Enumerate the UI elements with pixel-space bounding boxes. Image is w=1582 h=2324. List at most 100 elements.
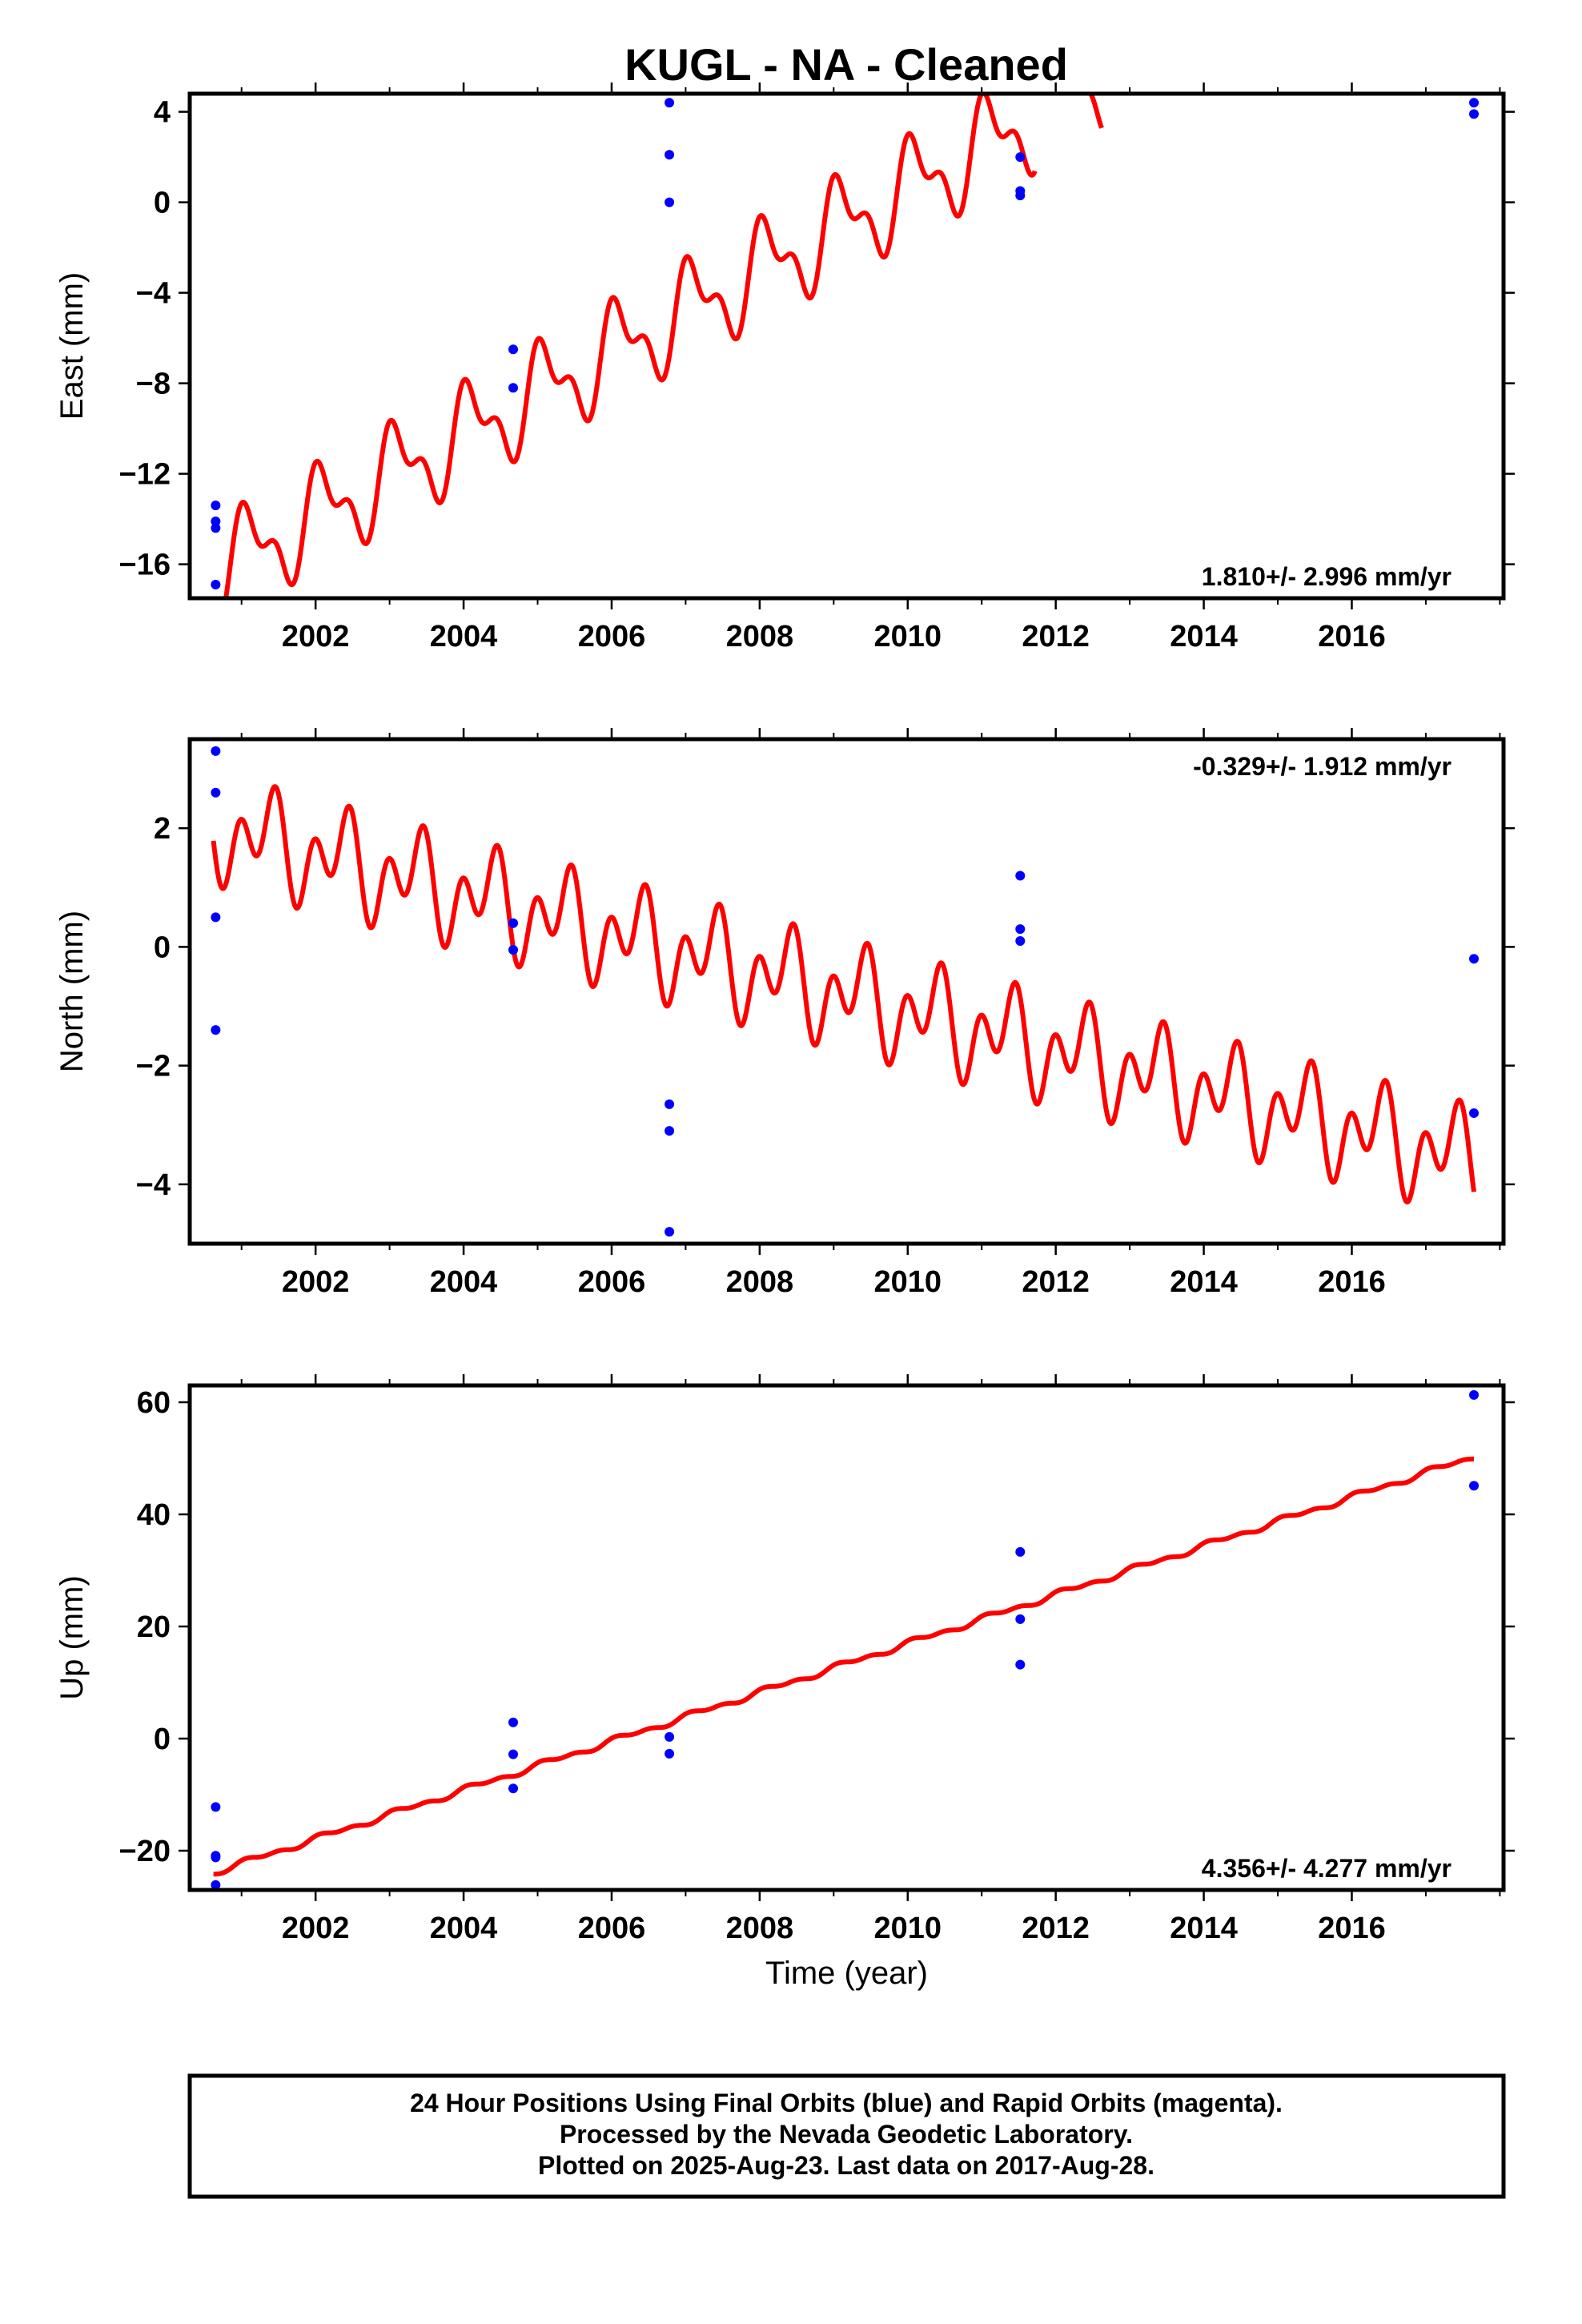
north-xtick-label: 2004: [430, 1265, 498, 1299]
up-data-point: [211, 1852, 221, 1863]
north-data-point: [665, 1227, 675, 1237]
north-ytick-label: −2: [136, 1050, 171, 1084]
north-ytick-label: −4: [136, 1168, 171, 1202]
up-xtick-label: 2004: [430, 1912, 498, 1945]
east-data-point: [665, 150, 675, 160]
north-ylabel: North (mm): [54, 911, 90, 1072]
north-data-point: [211, 912, 221, 923]
footer-frame: [187, 2073, 1506, 2199]
footer-line-1: 24 Hour Positions Using Final Orbits (bl…: [410, 2089, 1283, 2117]
east-data-point: [211, 501, 221, 511]
east-frame: [187, 91, 1506, 601]
footer-box: 24 Hour Positions Using Final Orbits (bl…: [187, 2073, 1506, 2199]
north-data-point: [211, 746, 221, 756]
east-ytick-label: −8: [136, 368, 171, 401]
up-xtick-label: 2016: [1318, 1912, 1386, 1945]
east-data-point: [1469, 109, 1480, 119]
up-ytick-label: 40: [137, 1498, 171, 1532]
up-xtick-label: 2008: [726, 1912, 794, 1945]
north-xtick-label: 2012: [1022, 1265, 1090, 1299]
up-ylabel: Up (mm): [54, 1575, 90, 1700]
east-ytick-label: 0: [154, 187, 171, 220]
up-rate-annotation: 4.356+/- 4.277 mm/yr: [1202, 1854, 1452, 1883]
up-model-curve: [211, 1456, 1476, 1877]
north-data-point: [665, 1126, 675, 1136]
up-data-point: [508, 1717, 519, 1727]
up-data-point: [665, 1731, 675, 1742]
east-rate-annotation: 1.810+/- 2.996 mm/yr: [1202, 562, 1452, 591]
north-model-curve: [211, 784, 1476, 1204]
up-xtick-label: 2012: [1022, 1912, 1090, 1945]
footer-line-2: Processed by the Nevada Geodetic Laborat…: [560, 2120, 1133, 2149]
north-data-point: [1469, 1108, 1480, 1118]
up-data-point: [665, 1748, 675, 1759]
up-ytick-label: 0: [154, 1723, 171, 1756]
north-xtick-label: 2010: [873, 1265, 942, 1299]
north-frame: [187, 737, 1506, 1246]
up-data-point: [1469, 1481, 1480, 1491]
north-data-point: [1015, 870, 1026, 881]
up-data-point: [1015, 1659, 1026, 1670]
north-xtick-label: 2006: [578, 1265, 646, 1299]
north-data-point: [665, 1099, 675, 1109]
up-xtick-label: 2014: [1170, 1912, 1238, 1945]
north-data-point: [508, 918, 519, 928]
east-xtick-label: 2016: [1318, 620, 1386, 653]
north-data-point: [211, 787, 221, 798]
east-data-point: [1015, 191, 1026, 201]
up-xtick-label: 2002: [282, 1912, 350, 1945]
up-data-point: [508, 1749, 519, 1759]
north-data-point: [1015, 924, 1026, 935]
east-xtick-label: 2014: [1170, 620, 1238, 653]
east-ytick-label: 4: [154, 96, 171, 130]
east-data-point: [211, 516, 221, 526]
up-data-point: [1015, 1614, 1026, 1624]
up-data-point: [211, 1880, 221, 1890]
up-data-point: [1015, 1546, 1026, 1557]
footer-line-3: Plotted on 2025-Aug-23. Last data on 201…: [538, 2151, 1154, 2180]
east-xtick-label: 2006: [578, 620, 646, 653]
up-panel: 2002 2004 2006 2008 2010 2012 2014 2016 −20 0 20 40…: [54, 1374, 1515, 1991]
up-ytick-label: 20: [137, 1610, 171, 1644]
north-data-point: [211, 1025, 221, 1035]
east-data-point: [211, 580, 221, 590]
north-xtick-label: 2002: [282, 1265, 350, 1299]
east-ylabel: East (mm): [54, 272, 90, 420]
north-ytick-label: 2: [154, 812, 171, 846]
north-data-point: [1469, 954, 1480, 964]
up-xtick-label: 2010: [873, 1912, 942, 1945]
north-xtick-label: 2008: [726, 1265, 794, 1299]
east-ytick-label: −12: [119, 458, 171, 492]
north-ytick-label: 0: [154, 931, 171, 964]
up-plot-area: [211, 1389, 1480, 1890]
up-xtick-label: 2006: [578, 1912, 646, 1945]
east-xtick-label: 2002: [282, 620, 350, 653]
north-data-point: [1015, 936, 1026, 946]
east-xtick-label: 2012: [1022, 620, 1090, 653]
east-xtick-label: 2010: [873, 620, 942, 653]
east-data-point: [1469, 98, 1480, 108]
east-data-point: [665, 197, 675, 207]
east-ytick-label: −16: [119, 549, 171, 582]
up-data-point: [508, 1783, 519, 1794]
east-data-point: [1015, 152, 1026, 163]
east-data-point: [665, 98, 675, 108]
up-frame: [187, 1383, 1506, 1892]
up-ytick-label: −20: [119, 1835, 171, 1868]
east-model-curve: [223, 94, 1038, 598]
up-data-point: [211, 1802, 221, 1812]
north-rate-annotation: -0.329+/- 1.912 mm/yr: [1193, 752, 1452, 781]
north-data-point: [508, 945, 519, 955]
up-ytick-label: 60: [137, 1386, 171, 1420]
north-plot-area: [211, 746, 1480, 1237]
east-data-point: [508, 383, 519, 393]
east-xtick-label: 2008: [726, 620, 794, 653]
up-xlabel: Time (year): [765, 1956, 928, 1991]
east-data-point: [211, 523, 221, 533]
east-data-point: [508, 344, 519, 355]
east-ytick-label: −4: [136, 277, 171, 311]
up-data-point: [1469, 1389, 1480, 1400]
chart-title: KUGL - NA - Cleaned: [624, 39, 1068, 90]
